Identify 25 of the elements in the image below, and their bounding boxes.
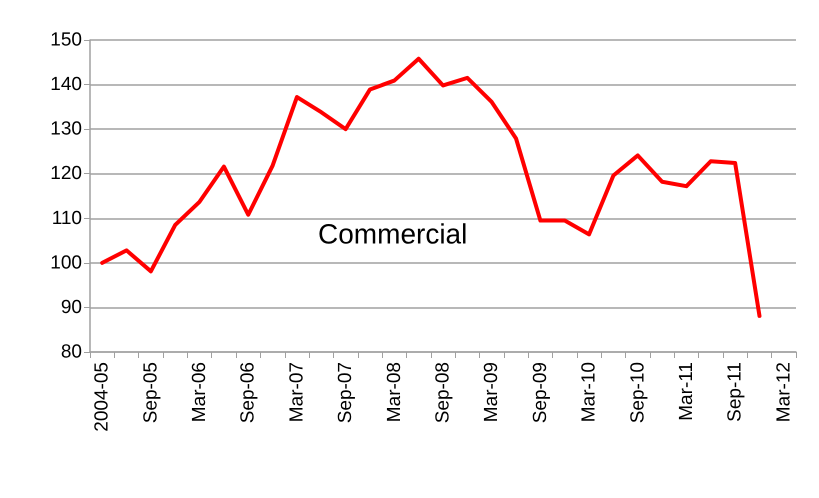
- y-tick-label: 130: [50, 118, 82, 140]
- x-tick-label: Sep-07: [335, 362, 356, 424]
- x-tick-label: Mar-09: [481, 362, 502, 422]
- x-tick-label: Mar-06: [189, 362, 210, 422]
- x-tick-label: Sep-05: [140, 362, 162, 424]
- annotation: Commercial: [318, 218, 468, 250]
- y-tick-label: 100: [50, 252, 82, 274]
- x-tick-label: Mar-11: [676, 362, 697, 421]
- line-series: [100, 56, 762, 318]
- x-tick-label: Sep-09: [530, 362, 551, 424]
- x-tick-label: Mar-08: [384, 362, 405, 422]
- x-tick-label: Sep-06: [238, 362, 259, 424]
- x-tick-label: Sep-08: [432, 362, 454, 424]
- y-tick-label: 140: [50, 74, 82, 96]
- x-tick-label: Sep-11: [724, 362, 746, 422]
- y-tick-label: 90: [60, 296, 82, 318]
- y-tick-label: 80: [60, 342, 82, 362]
- y-tick-label: 150: [50, 30, 82, 50]
- y-tick-label: 120: [50, 163, 82, 184]
- x-tick-label: Mar-10: [578, 362, 600, 422]
- x-tick-label: Mar-07: [286, 362, 308, 422]
- y-tick-label: 110: [52, 208, 82, 229]
- x-tick-label: Sep-10: [627, 362, 648, 424]
- x-tick-label: 2004-05: [92, 362, 113, 432]
- x-tick-label: Mar-12: [773, 362, 794, 422]
